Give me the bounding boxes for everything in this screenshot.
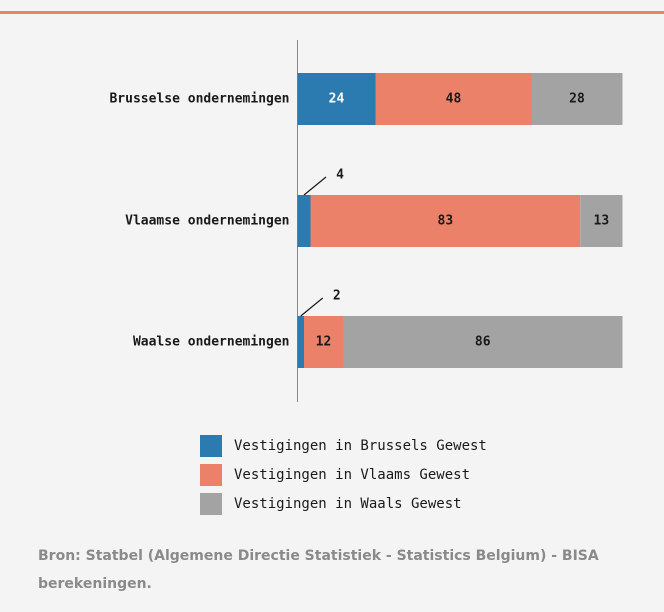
value-label: 13	[594, 214, 610, 229]
leader-line	[300, 297, 324, 317]
value-label: 12	[316, 335, 332, 350]
source-note: Bron: Statbel (Algemene Directie Statist…	[38, 548, 599, 592]
top-rule	[0, 11, 664, 14]
value-label: 86	[475, 335, 491, 350]
leader-line	[303, 176, 327, 196]
legend-swatch	[200, 493, 222, 515]
value-label: 2	[333, 289, 341, 304]
bar-segment	[310, 195, 581, 247]
value-label: 4	[336, 168, 344, 183]
bar-segment	[580, 195, 623, 247]
legend-swatch	[200, 435, 222, 457]
bar-segment	[297, 73, 376, 125]
legend-label: Vestigingen in Waals Gewest	[234, 496, 462, 512]
category-label: Brusselse ondernemingen	[109, 92, 289, 107]
bar-segment	[297, 316, 304, 368]
value-label: 83	[438, 214, 454, 229]
category-label: Vlaamse ondernemingen	[125, 214, 289, 229]
bar-segment	[375, 73, 532, 125]
value-label: 48	[446, 92, 462, 107]
legend-swatch	[200, 464, 222, 486]
legend-label: Vestigingen in Brussels Gewest	[234, 438, 487, 454]
bar-segment	[304, 316, 343, 368]
legend-label: Vestigingen in Vlaams Gewest	[234, 467, 470, 483]
bar-segment	[531, 73, 623, 125]
category-label: Waalse ondernemingen	[133, 335, 290, 350]
bar-segment	[297, 195, 311, 247]
bar-segment	[343, 316, 623, 368]
value-label: 28	[569, 92, 585, 107]
value-label: 24	[329, 92, 345, 107]
